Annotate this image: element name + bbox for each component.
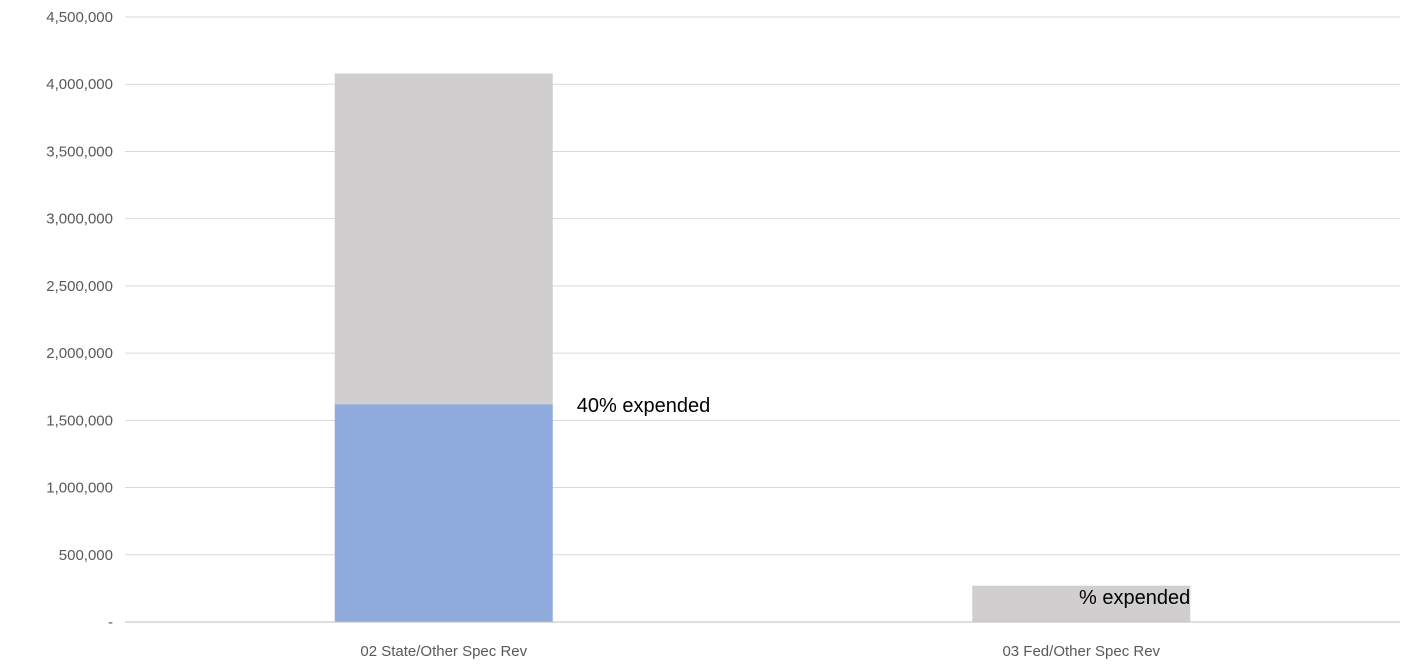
bar-segment-2	[972, 585, 1191, 622]
x-axis-category-labels: 02 State/Other Spec Rev 03 Fed/Other Spec…	[360, 643, 1160, 660]
annotations: 40% expended % expended	[577, 395, 1191, 609]
bars	[334, 73, 1191, 622]
y-tick-label: 1,000,000	[46, 480, 113, 497]
y-tick-label: 500,000	[59, 547, 113, 564]
bar-segment-1	[334, 404, 553, 622]
y-tick-label: 4,000,000	[46, 76, 113, 93]
x-category-label: 03 Fed/Other Spec Rev	[1002, 643, 1160, 660]
y-tick-label: 2,500,000	[46, 278, 113, 295]
y-tick-label: -	[108, 614, 113, 631]
y-tick-label: 1,500,000	[46, 412, 113, 429]
bar-segment-2	[334, 73, 553, 405]
expended-annotation: % expended	[1079, 587, 1190, 609]
y-axis-tick-labels: - 500,000 1,000,000 1,500,000 2,000,000 2,500…	[46, 9, 113, 631]
gridlines	[125, 16, 1400, 556]
y-tick-label: 3,500,000	[46, 143, 113, 160]
expended-annotation: 40% expended	[577, 395, 710, 417]
x-category-label: 02 State/Other Spec Rev	[360, 643, 527, 660]
y-tick-label: 3,000,000	[46, 211, 113, 228]
y-tick-label: 4,500,000	[46, 9, 113, 26]
y-tick-label: 2,000,000	[46, 345, 113, 362]
